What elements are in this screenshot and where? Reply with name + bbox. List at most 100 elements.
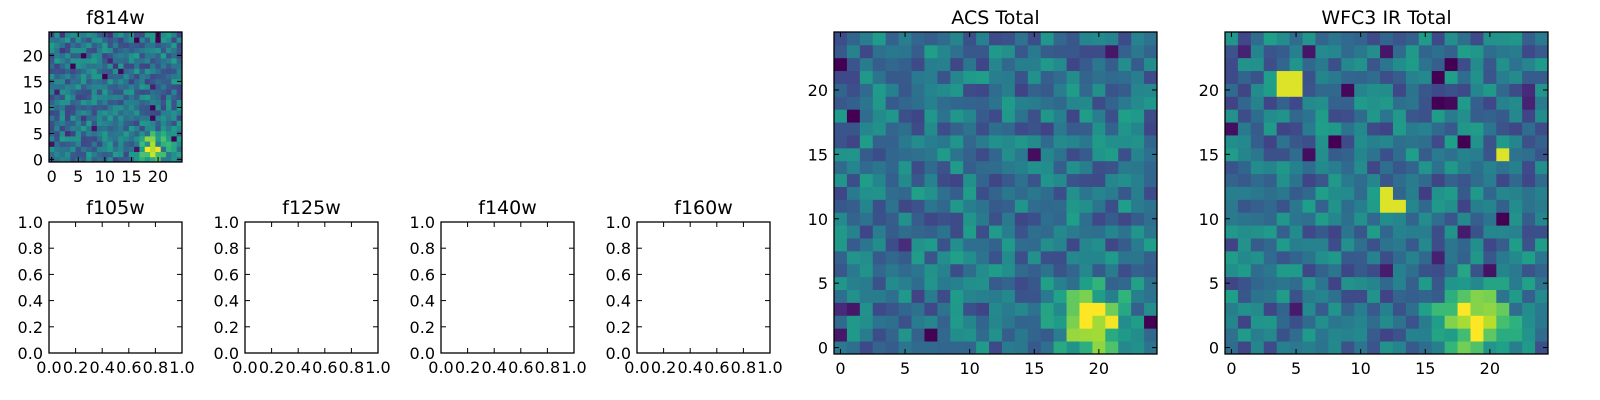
- heatmap-cell: [112, 63, 119, 69]
- heatmap-cell: [1457, 199, 1471, 213]
- heatmap-cell: [134, 94, 140, 100]
- heatmap-cell: [1092, 186, 1106, 200]
- heatmap-cell: [937, 70, 951, 84]
- heatmap-cell: [1418, 302, 1433, 316]
- heatmap-cell: [1276, 122, 1290, 136]
- heatmap-cell: [123, 47, 130, 54]
- heatmap-cell: [846, 328, 861, 342]
- heatmap-cell: [1535, 83, 1549, 97]
- heatmap-cell: [1014, 44, 1029, 59]
- heatmap-cell: [112, 37, 119, 43]
- heatmap-cell: [963, 341, 977, 355]
- heatmap-cell: [834, 44, 848, 59]
- heatmap-cell: [834, 328, 848, 342]
- y-tick-label: 0.8: [214, 239, 239, 258]
- heatmap-cell: [150, 115, 156, 121]
- y-tick-label: 0.0: [606, 344, 631, 363]
- heatmap-cell: [171, 47, 178, 54]
- heatmap-cell: [1014, 173, 1029, 187]
- heatmap-cell: [1431, 341, 1446, 355]
- heatmap-cell: [1014, 263, 1029, 278]
- heatmap-cell: [1118, 212, 1132, 226]
- heatmap-cell: [134, 89, 140, 95]
- heatmap-cell: [937, 302, 951, 316]
- heatmap-cell: [950, 225, 964, 239]
- heatmap-cell: [1341, 263, 1355, 278]
- heatmap-cell: [166, 125, 172, 132]
- heatmap-cell: [91, 99, 98, 106]
- heatmap-cell: [70, 130, 76, 137]
- heatmap-cell: [1392, 122, 1407, 136]
- heatmap-cell: [86, 84, 92, 90]
- heatmap-cell: [80, 94, 87, 100]
- heatmap-cell: [1470, 302, 1484, 316]
- heatmap-cell: [112, 42, 119, 48]
- heatmap-cell: [75, 136, 82, 142]
- y-tick-label: 10: [808, 210, 828, 229]
- heatmap-cell: [1131, 328, 1145, 342]
- heatmap-cell: [112, 47, 119, 54]
- heatmap-cell: [1470, 263, 1484, 278]
- heatmap-cell: [1118, 173, 1132, 187]
- heatmap-cell: [1027, 96, 1042, 110]
- heatmap-cell: [1509, 328, 1523, 342]
- heatmap-cell: [846, 96, 861, 110]
- heatmap-cell: [885, 263, 899, 278]
- heatmap-cell: [1066, 160, 1080, 175]
- heatmap-cell: [1001, 302, 1016, 316]
- heatmap-cell: [123, 125, 130, 132]
- heatmap-cell: [1225, 57, 1239, 72]
- heatmap-cell: [1276, 328, 1290, 342]
- heatmap-cell: [1001, 315, 1016, 329]
- heatmap-cell: [1105, 135, 1119, 149]
- heatmap-cells: [1225, 32, 1549, 355]
- heatmap-cell: [155, 151, 162, 158]
- heatmap-cell: [112, 136, 119, 142]
- heatmap-cell: [75, 84, 82, 90]
- heatmap-cell: [1276, 135, 1290, 149]
- heatmap-cell: [1380, 44, 1394, 59]
- heatmap-cell: [1131, 238, 1145, 252]
- heatmap-cell: [1040, 263, 1055, 278]
- heatmap-cell: [1367, 341, 1381, 355]
- heatmap-cell: [1276, 32, 1290, 46]
- heatmap-cell: [86, 47, 92, 54]
- heatmap-cell: [1315, 212, 1329, 226]
- heatmap-cell: [139, 94, 146, 100]
- heatmap-cell: [1289, 276, 1303, 290]
- heatmap-cell: [1496, 109, 1510, 123]
- heatmap-cell: [54, 84, 61, 90]
- heatmap-cell: [54, 125, 61, 132]
- heatmap-cell: [859, 263, 874, 278]
- heatmap-cell: [1237, 250, 1252, 265]
- heatmap-cell: [885, 44, 899, 59]
- heatmap-cell: [1535, 328, 1549, 342]
- heatmap-cell: [1118, 122, 1132, 136]
- heatmap-cell: [1092, 341, 1106, 355]
- heatmap-cell: [1263, 315, 1278, 329]
- heatmap-cell: [1328, 212, 1342, 226]
- heatmap-cell: [1066, 302, 1080, 316]
- heatmap-cell: [134, 141, 140, 147]
- heatmap-cell: [134, 151, 140, 158]
- heatmap-cell: [1079, 199, 1093, 213]
- x-tick-label: 0.8: [535, 358, 560, 377]
- heatmap-cell: [963, 173, 977, 187]
- heatmap-cell: [96, 156, 103, 163]
- heatmap-cell: [1496, 70, 1510, 84]
- heatmap-cell: [171, 94, 178, 100]
- heatmap-cell: [1315, 199, 1329, 213]
- heatmap-cell: [1027, 328, 1042, 342]
- heatmap-cell: [834, 173, 848, 187]
- heatmap-cell: [134, 68, 140, 74]
- heatmap-cell: [1354, 276, 1368, 290]
- heatmap-cell: [1237, 199, 1252, 213]
- heatmap-cell: [49, 120, 55, 126]
- heatmap-cell: [1483, 173, 1497, 187]
- heatmap-cell: [1237, 276, 1252, 290]
- heatmap-cell: [1131, 122, 1145, 136]
- heatmap-cell: [155, 94, 162, 100]
- heatmap-cell: [70, 78, 76, 85]
- heatmap-cell: [1431, 44, 1446, 59]
- heatmap-cell: [155, 136, 162, 142]
